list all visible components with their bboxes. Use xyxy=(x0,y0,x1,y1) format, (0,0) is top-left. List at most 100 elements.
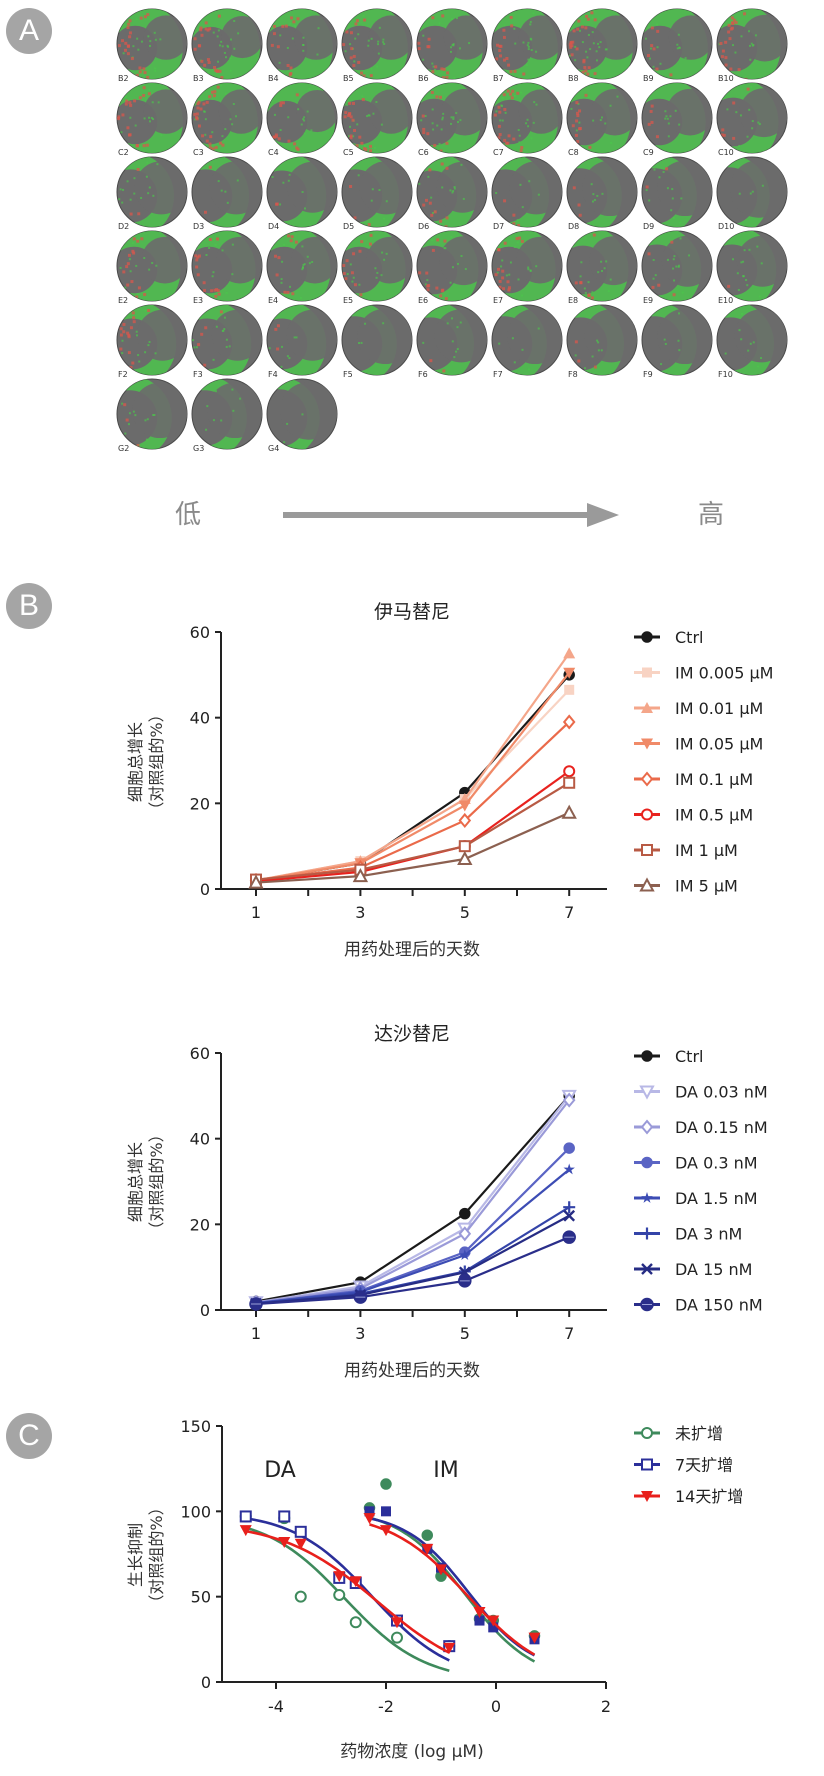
well-label: F4 xyxy=(268,370,278,379)
concentration-arrow-icon xyxy=(283,503,619,527)
im-fit-curve xyxy=(369,1523,536,1656)
chart-title: 伊马替尼 xyxy=(374,601,450,623)
data-point-marker xyxy=(488,1622,499,1633)
panel-c-badge: C xyxy=(6,1413,52,1459)
y-tick-label: 0 xyxy=(201,1673,211,1692)
x-axis-label: 用药处理后的天数 xyxy=(344,940,480,960)
data-point-marker xyxy=(435,1564,447,1576)
well-label: B7 xyxy=(493,74,504,83)
well-label: B9 xyxy=(643,74,654,83)
data-point-marker xyxy=(248,874,264,889)
data-point-marker xyxy=(563,765,576,778)
series-line xyxy=(255,1236,570,1306)
well-label: G4 xyxy=(268,444,279,453)
legend-label: Ctrl xyxy=(675,628,703,647)
legend-item: DA 150 nM xyxy=(634,1296,763,1315)
legend-item: DA 3 nM xyxy=(634,1225,742,1244)
data-point-marker xyxy=(563,667,576,679)
data-point-marker xyxy=(641,1156,653,1169)
series-im-5-μm xyxy=(248,804,577,889)
y-axis-label-line2: （对照组的%） xyxy=(147,1499,166,1610)
da-fit-curve xyxy=(245,1526,450,1672)
y-tick-label: 60 xyxy=(190,1044,210,1063)
x-tick-label: 5 xyxy=(460,903,470,922)
legend-item: IM 0.01 μM xyxy=(634,699,763,718)
data-point-marker xyxy=(528,1632,541,1644)
well-label: G2 xyxy=(118,444,129,453)
data-point-marker xyxy=(487,1615,500,1627)
data-point-marker xyxy=(458,812,472,829)
data-point-marker xyxy=(239,1510,252,1523)
legend-item: 14天扩增 xyxy=(634,1487,743,1506)
well-label: C2 xyxy=(118,148,129,157)
y-tick-label: 60 xyxy=(190,623,210,642)
well-label: B5 xyxy=(343,74,354,83)
well-image: B7 xyxy=(491,8,563,83)
dose-response-chart: DA IM 生长抑制 （对照组的%） 药物浓度 (log μM) 0 50 100 1… xyxy=(126,1417,743,1762)
y-tick-label: 0 xyxy=(200,1301,210,1320)
series-line xyxy=(255,781,570,881)
data-point-marker xyxy=(380,1478,392,1490)
data-point-marker xyxy=(391,1617,403,1629)
data-point-marker xyxy=(641,1192,653,1203)
legend-label: Ctrl xyxy=(675,1047,703,1066)
x-tick-label: 7 xyxy=(564,903,574,922)
well-label: C5 xyxy=(343,148,354,157)
well-label: E2 xyxy=(118,296,128,305)
annotation-da: DA xyxy=(264,1458,296,1483)
legend-label: IM 0.5 μM xyxy=(675,806,753,825)
well-label: F5 xyxy=(343,370,353,379)
well-label: F3 xyxy=(193,370,203,379)
well-image: B8 xyxy=(566,8,638,83)
series-ctrl xyxy=(250,669,575,887)
well-label: E7 xyxy=(493,296,503,305)
series-line xyxy=(255,1095,571,1303)
data-point-marker xyxy=(562,714,576,730)
y-tick-label: 20 xyxy=(190,794,210,813)
well-image: F2 xyxy=(116,304,188,379)
data-point-marker xyxy=(564,684,575,695)
legend-item: IM 0.1 μM xyxy=(634,770,753,789)
data-point-marker xyxy=(640,771,654,787)
well-label: F8 xyxy=(568,370,578,379)
data-point-marker xyxy=(391,1631,403,1644)
legend-label: DA 0.03 nM xyxy=(675,1083,768,1102)
series-da-0.15-nm xyxy=(249,1092,576,1310)
series-line xyxy=(255,1099,571,1304)
legend-item: IM 0.005 μM xyxy=(634,664,773,683)
data-point-marker xyxy=(278,1510,291,1523)
data-point-marker xyxy=(563,1163,575,1175)
x-tick-label: -4 xyxy=(268,1697,284,1716)
x-tick-label: 3 xyxy=(355,903,365,922)
well-image: E2 xyxy=(116,230,188,305)
series-line xyxy=(255,721,570,882)
well-plate-grid: B2 B3 B4 B5 B6 B7 B8 B9 B10 C2 C3 C4 C5 C6 C7 C8 C9 C10 D2… xyxy=(116,8,788,453)
data-point-marker xyxy=(458,800,471,812)
y-tick-label: 100 xyxy=(180,1502,211,1521)
well-label: B6 xyxy=(418,74,429,83)
legend-label: DA 1.5 nM xyxy=(675,1189,758,1208)
well-image: C5 xyxy=(341,82,413,157)
data-point-marker xyxy=(641,1050,653,1062)
well-label: F6 xyxy=(418,370,428,379)
legend-label: IM 0.01 μM xyxy=(675,699,763,718)
data-point-marker xyxy=(333,1571,346,1583)
legend-label: DA 15 nM xyxy=(675,1260,752,1279)
data-point-marker xyxy=(349,1616,362,1629)
well-label: B8 xyxy=(568,74,579,83)
legend-label: DA 0.3 nM xyxy=(675,1154,758,1173)
well-label: C8 xyxy=(568,148,579,157)
well-label: F10 xyxy=(718,370,733,379)
legend-item: 7天扩增 xyxy=(634,1456,733,1475)
series-14-day-expanded xyxy=(239,1513,541,1656)
x-tick-label: 1 xyxy=(251,903,261,922)
well-label: F2 xyxy=(118,370,128,379)
da-fit-curve xyxy=(245,1516,450,1662)
well-label: C3 xyxy=(193,148,204,157)
legend-label: 7天扩增 xyxy=(675,1456,733,1475)
data-point-marker xyxy=(333,1588,346,1601)
well-image: C2 xyxy=(116,82,188,157)
legend-item: DA 15 nM xyxy=(634,1260,752,1279)
well-label: D4 xyxy=(268,222,279,231)
data-point-marker xyxy=(421,1543,434,1555)
